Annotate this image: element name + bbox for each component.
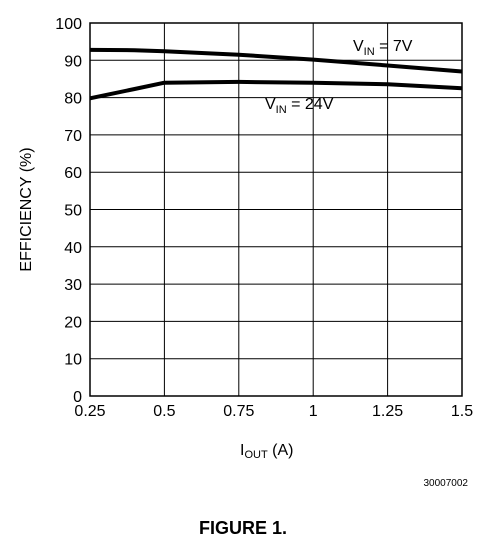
y-tick-label: 50 [64, 203, 82, 220]
y-ticks: 0 10 20 30 40 50 60 70 80 90 100 [55, 16, 82, 406]
y-tick-label: 40 [64, 240, 82, 257]
y-axis-label: EFFICIENCY (%) [18, 147, 35, 271]
x-tick-label: 1.5 [451, 403, 473, 420]
y-tick-label: 30 [64, 277, 82, 294]
y-tick-label: 90 [64, 53, 82, 70]
y-tick-label: 60 [64, 165, 82, 182]
series-label-2: VIN = 24V [265, 96, 334, 116]
x-axis-label-sub: OUT [244, 449, 268, 461]
series-line-1 [89, 47, 463, 74]
x-axis-label-unit: (A) [268, 442, 294, 459]
series-line-2 [89, 79, 463, 101]
x-tick-label: 1.25 [372, 403, 403, 420]
y-tick-label: 20 [64, 314, 82, 331]
x-tick-label: 0.25 [74, 403, 105, 420]
series-lines [89, 47, 463, 101]
y-tick-label: 80 [64, 91, 82, 108]
y-tick-label: 100 [55, 16, 82, 33]
x-ticks: 0.25 0.5 0.75 1 1.25 1.5 [74, 403, 473, 420]
grid [89, 22, 463, 397]
x-axis-label-main: I [240, 442, 244, 459]
x-axis-label: IOUT (A) [240, 442, 293, 461]
plot-frame [89, 22, 463, 397]
y-tick-label: 70 [64, 128, 82, 145]
figure-id: 30007002 [423, 478, 469, 489]
series-labels: VIN = 7V VIN = 24V [265, 38, 413, 116]
y-tick-label: 10 [64, 352, 82, 369]
y-tick-label: 0 [73, 389, 82, 406]
figure-caption: FIGURE 1. [198, 518, 287, 538]
series-label-1: VIN = 7V [353, 38, 413, 58]
x-tick-label: 0.75 [223, 403, 254, 420]
x-tick-label: 1 [309, 403, 318, 420]
x-tick-label: 0.5 [153, 403, 175, 420]
